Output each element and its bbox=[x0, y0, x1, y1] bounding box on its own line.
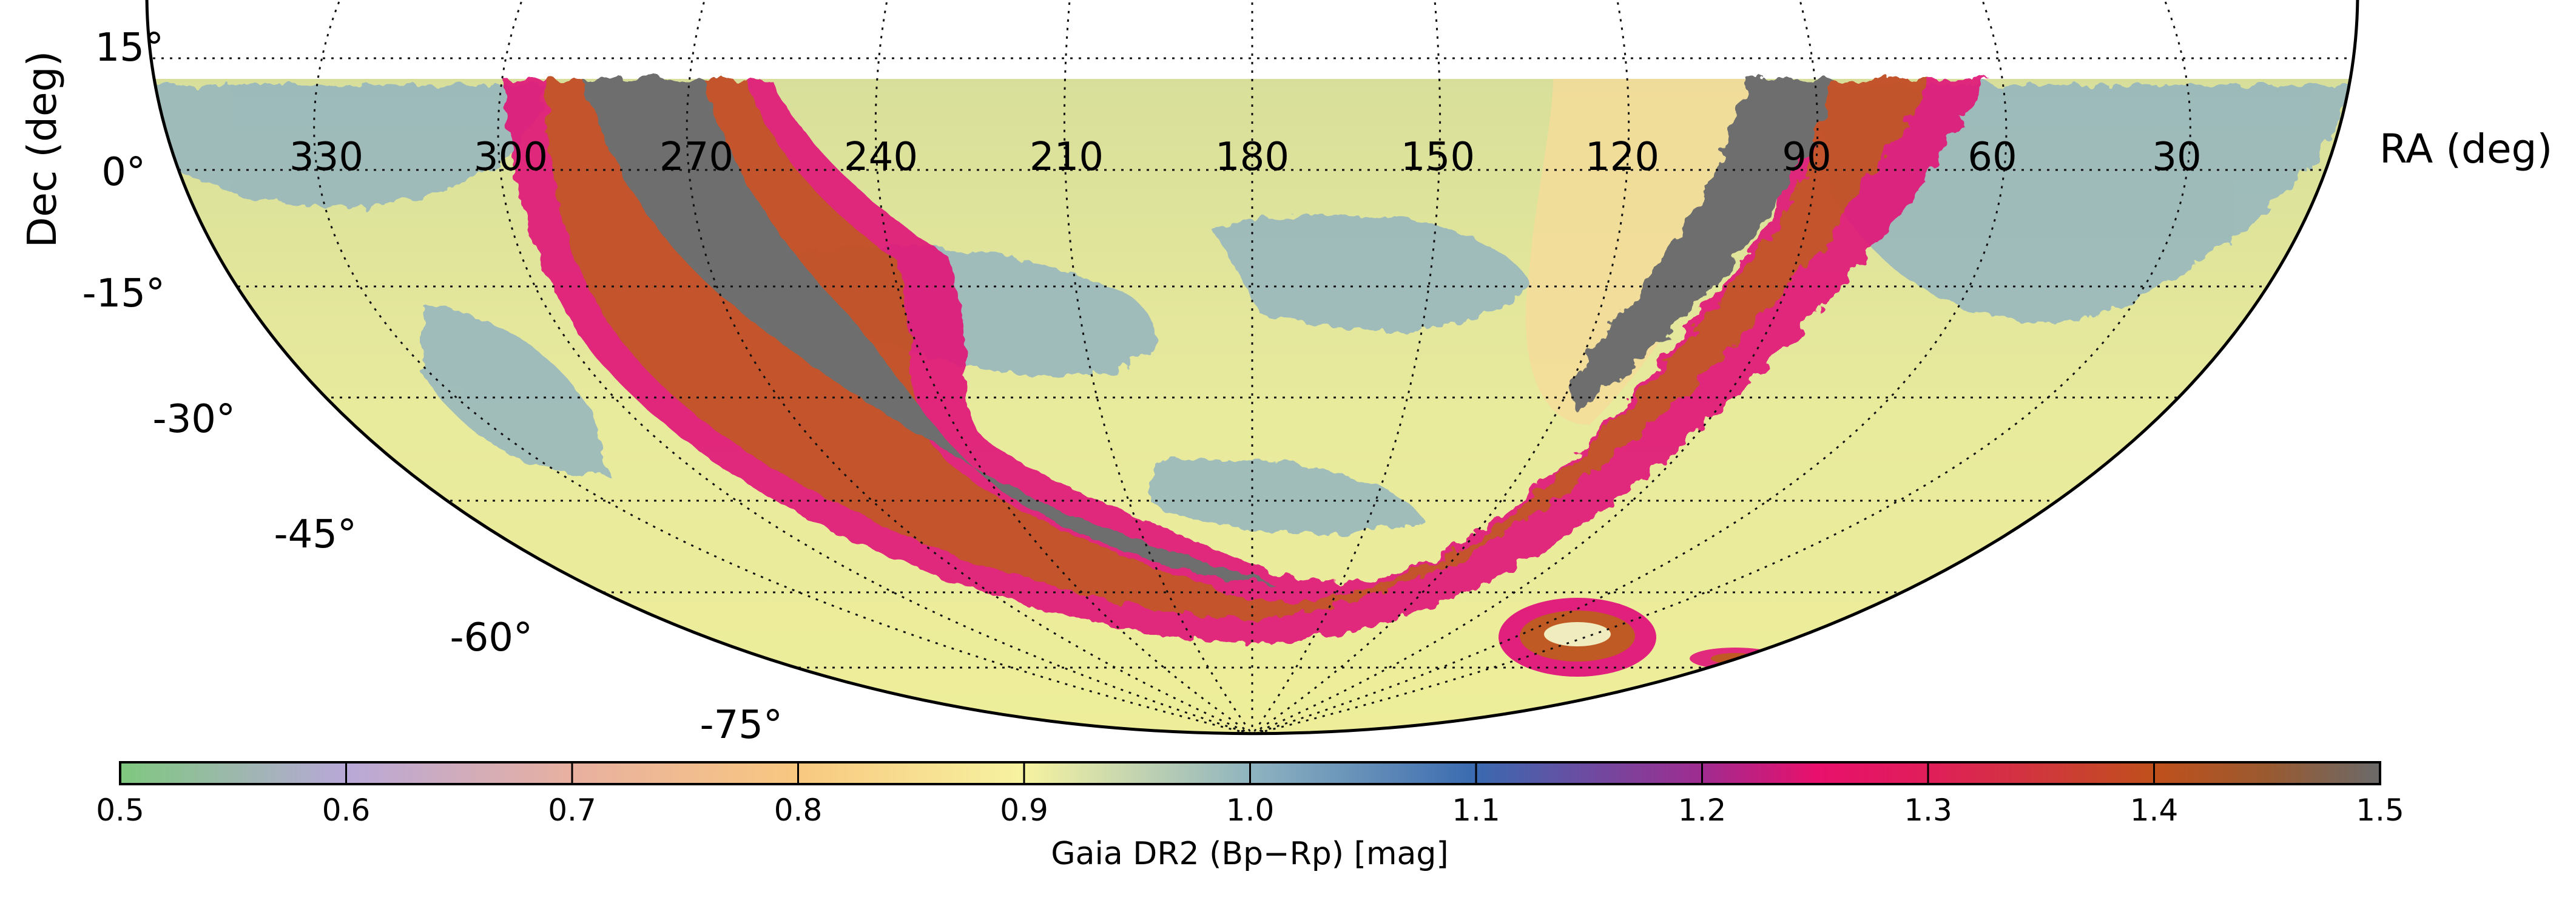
colorbar-tick-label: 0.9 bbox=[1000, 793, 1048, 828]
dec-tick-label: -15° bbox=[82, 271, 165, 316]
coordinate-grid bbox=[147, 0, 2358, 734]
colorbar-tick-label: 1.5 bbox=[2356, 793, 2404, 828]
ra-tick-label: 330 bbox=[289, 135, 363, 180]
colorbar-tick-label: 0.8 bbox=[774, 793, 823, 828]
ra-tick-label: 180 bbox=[1215, 135, 1289, 180]
large-magellanic-cloud bbox=[1499, 598, 1656, 677]
colorbar-tick-label: 1.0 bbox=[1226, 793, 1275, 828]
colorbar-tick-label: 1.2 bbox=[1678, 793, 1727, 828]
ra-tick-label: 300 bbox=[474, 135, 548, 180]
ra-tick-label: 30 bbox=[2152, 135, 2201, 180]
dec-tick-label: 0° bbox=[101, 150, 146, 195]
ra-axis-label: RA (deg) bbox=[2379, 126, 2552, 172]
dec-axis-label: Dec (deg) bbox=[19, 51, 66, 248]
colorbar-tick-label: 0.5 bbox=[96, 793, 144, 828]
ra-tick-label: 210 bbox=[1030, 135, 1104, 180]
colorbar-ticks: 0.5 0.6 0.7 0.8 0.9 1.0 1.1 1.2 1.3 1.4 1.5 bbox=[96, 762, 2404, 828]
colorbar-label: Gaia DR2 (Bp−Rp) [mag] bbox=[1051, 836, 1448, 872]
dec-tick-label: -45° bbox=[274, 512, 357, 557]
colorbar-tick-label: 1.3 bbox=[1904, 793, 1952, 828]
dec-tick-label: -75° bbox=[700, 703, 783, 740]
ra-tick-label: 270 bbox=[659, 135, 733, 180]
colorbar-tick-label: 0.6 bbox=[322, 793, 371, 828]
ra-tick-label: 120 bbox=[1585, 135, 1659, 180]
ra-tick-label: 60 bbox=[1967, 135, 2017, 180]
colorbar-gradient bbox=[119, 761, 2381, 785]
sky-map: 330 300 270 240 210 180 150 120 90 60 30… bbox=[19, 0, 2552, 740]
dec-tick-label: 15° bbox=[95, 25, 164, 70]
dec-tick-label: -60° bbox=[450, 615, 533, 660]
ra-tick-label: 90 bbox=[1782, 135, 1831, 180]
ra-tick-label: 240 bbox=[844, 135, 918, 180]
colorbar-tick-label: 1.1 bbox=[1452, 793, 1500, 828]
sky-coverage bbox=[147, 79, 2358, 734]
projection-boundary bbox=[145, 0, 2359, 736]
dec-tick-label: -30° bbox=[152, 397, 235, 442]
ra-tick-label: 150 bbox=[1401, 135, 1475, 180]
colorbar-tick-label: 1.4 bbox=[2130, 793, 2179, 828]
colorbar-tick-label: 0.7 bbox=[548, 793, 596, 828]
